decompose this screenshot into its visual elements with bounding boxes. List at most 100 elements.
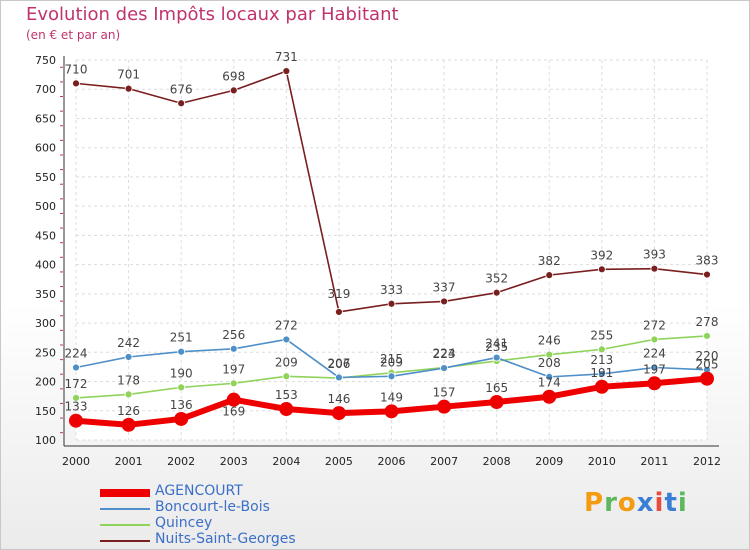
logo-letter: i	[677, 488, 688, 518]
data-label: 382	[538, 254, 561, 268]
data-label: 209	[380, 355, 403, 369]
data-label: 126	[117, 404, 140, 418]
data-label: 256	[222, 328, 245, 342]
data-point	[594, 379, 609, 394]
y-tick-label: 650	[35, 112, 56, 125]
data-label: 246	[538, 334, 561, 348]
legend-swatch	[100, 540, 150, 542]
data-label: 224	[643, 347, 666, 361]
y-tick-label: 600	[35, 142, 56, 155]
data-label: 169	[222, 405, 245, 419]
data-point	[229, 86, 238, 95]
data-label: 393	[643, 248, 666, 262]
x-tick-label: 2008	[483, 455, 511, 468]
y-tick-label: 550	[35, 171, 56, 184]
legend-swatch	[100, 508, 150, 510]
data-point	[335, 373, 343, 382]
data-point	[282, 372, 291, 381]
legend-swatch	[100, 524, 150, 526]
data-point	[229, 344, 238, 353]
data-label: 178	[117, 373, 140, 387]
data-label: 235	[485, 340, 508, 354]
data-label: 710	[65, 62, 88, 76]
legend-label: Quincey	[155, 515, 213, 531]
data-label: 191	[590, 366, 613, 380]
data-point	[177, 383, 186, 392]
proxiti-logo[interactable]: Proxiti	[584, 488, 688, 518]
x-tick-label: 2010	[588, 455, 616, 468]
data-label: 207	[327, 356, 350, 370]
logo-letter: t	[664, 488, 678, 518]
legend-item: Nuits-Saint-Georges	[100, 531, 360, 548]
data-point	[177, 99, 186, 108]
data-label: 206	[327, 357, 350, 371]
chart-subtitle: (en € et par an)	[26, 28, 121, 42]
data-label: 197	[222, 362, 245, 376]
data-label: 701	[117, 68, 140, 82]
data-point	[492, 288, 501, 297]
data-label: 205	[696, 358, 719, 372]
x-tick-label: 2012	[693, 455, 721, 468]
data-label: 392	[590, 248, 613, 262]
logo-letter: r	[604, 488, 618, 518]
x-tick-label: 2004	[272, 455, 300, 468]
y-tick-label: 200	[35, 376, 56, 389]
data-label: 197	[643, 362, 666, 376]
y-tick-label: 700	[35, 83, 56, 96]
y-tick-label: 250	[35, 346, 56, 359]
logo-letter: o	[617, 488, 637, 518]
data-label: 223	[433, 347, 456, 361]
data-label: 213	[590, 353, 613, 367]
data-label: 319	[327, 287, 350, 301]
data-label: 133	[65, 400, 88, 414]
data-label: 172	[65, 377, 88, 391]
data-point	[703, 270, 711, 279]
data-point	[545, 372, 554, 381]
data-label: 242	[117, 336, 140, 350]
data-point	[331, 406, 346, 421]
data-point	[229, 379, 238, 388]
data-label: 383	[696, 254, 719, 268]
data-point	[282, 67, 291, 76]
x-tick-label: 2009	[535, 455, 563, 468]
data-point	[542, 389, 557, 404]
legend-label: AGENCOURT	[155, 483, 243, 499]
x-tick-label: 2007	[430, 455, 458, 468]
data-point	[492, 353, 501, 362]
data-label: 136	[170, 398, 193, 412]
data-label: 337	[433, 280, 456, 294]
data-point	[282, 335, 291, 344]
data-label: 224	[65, 347, 88, 361]
logo-letter: i	[654, 488, 665, 518]
data-point	[174, 411, 189, 426]
data-point	[124, 84, 133, 93]
data-point	[650, 335, 659, 344]
data-point	[650, 363, 659, 372]
data-point	[440, 364, 448, 372]
x-tick-label: 2005	[325, 455, 353, 468]
data-point	[335, 308, 343, 316]
data-point	[647, 376, 662, 391]
data-point	[124, 353, 133, 361]
logo-letter: P	[584, 488, 605, 518]
data-label: 333	[380, 283, 403, 297]
data-point	[700, 371, 714, 386]
data-label: 157	[433, 386, 456, 400]
y-tick-label: 150	[35, 405, 56, 418]
data-label: 174	[538, 376, 561, 390]
data-point	[226, 392, 241, 407]
data-label: 698	[222, 69, 245, 83]
y-tick-label: 300	[35, 317, 56, 330]
data-point	[597, 370, 606, 378]
data-point	[279, 402, 294, 417]
x-tick-label: 2011	[640, 455, 668, 468]
data-label: 165	[485, 381, 508, 395]
data-point	[545, 350, 554, 359]
data-point	[437, 399, 452, 414]
data-point	[72, 79, 80, 88]
data-label: 241	[485, 337, 508, 351]
y-tick-label: 100	[35, 434, 56, 447]
data-point	[650, 264, 659, 273]
data-label: 153	[275, 388, 298, 402]
